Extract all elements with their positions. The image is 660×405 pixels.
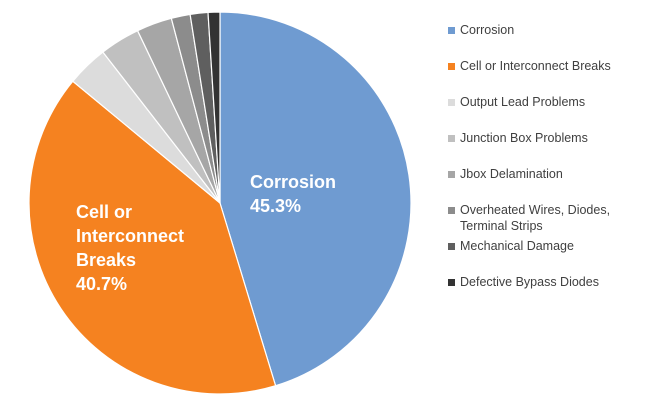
legend-item-7: Defective Bypass Diodes bbox=[448, 274, 658, 290]
pie-data-labels: Corrosion 45.3% Cell or Interconnect Breaks 4… bbox=[76, 172, 336, 294]
pie-slices bbox=[28, 11, 412, 395]
chart-legend: Corrosion Cell or Interconnect Breaks Outp… bbox=[448, 22, 658, 402]
pie-slice-0 bbox=[219, 11, 412, 387]
pie-data-label-0: Corrosion 45.3% bbox=[250, 172, 336, 216]
pie-slice-7 bbox=[207, 11, 221, 204]
legend-label: Overheated Wires, Diodes, Terminal Strips bbox=[460, 203, 611, 233]
legend-swatch bbox=[448, 279, 455, 286]
legend-swatch bbox=[448, 171, 455, 178]
legend-label: Junction Box Problems bbox=[460, 131, 588, 145]
legend-label: Defective Bypass Diodes bbox=[460, 275, 599, 289]
legend-item-5: Overheated Wires, Diodes, Terminal Strips bbox=[448, 202, 658, 234]
legend-swatch bbox=[448, 207, 455, 214]
legend-label: Corrosion bbox=[460, 23, 515, 37]
legend-swatch bbox=[448, 99, 455, 106]
legend-item-6: Mechanical Damage bbox=[448, 238, 658, 254]
legend-swatch bbox=[448, 243, 455, 250]
legend-label: Jbox Delamination bbox=[460, 167, 563, 181]
legend-swatch bbox=[448, 135, 455, 142]
legend-label: Output Lead Problems bbox=[460, 95, 586, 109]
pie-slice-1 bbox=[28, 80, 277, 395]
legend-item-2: Output Lead Problems bbox=[448, 94, 658, 110]
legend-item-3: Junction Box Problems bbox=[448, 130, 658, 146]
pie-data-label-1: Cell or Interconnect Breaks 40.7% bbox=[76, 202, 184, 294]
legend-item-4: Jbox Delamination bbox=[448, 166, 658, 182]
legend-swatch bbox=[448, 63, 455, 70]
legend-swatch bbox=[448, 27, 455, 34]
legend-item-0: Corrosion bbox=[448, 22, 658, 38]
legend-label: Mechanical Damage bbox=[460, 239, 574, 253]
legend-item-1: Cell or Interconnect Breaks bbox=[448, 58, 658, 74]
legend-label: Cell or Interconnect Breaks bbox=[460, 59, 611, 73]
